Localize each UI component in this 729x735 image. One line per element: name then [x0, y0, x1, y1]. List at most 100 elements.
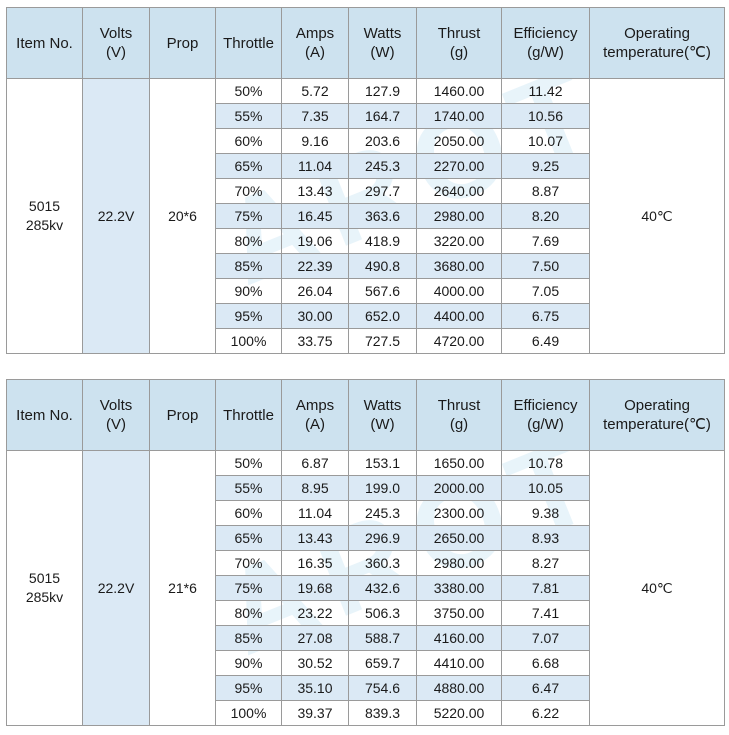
header-amps-label: Amps — [295, 25, 335, 42]
header-watts: Watts (W) — [348, 7, 417, 79]
amps-cell: 9.16 — [281, 128, 349, 154]
header-watts-unit: (W) — [370, 44, 395, 61]
table-row: 95% 30.00 652.0 4400.00 6.75 — [7, 303, 725, 329]
throttle-cell: 75% — [215, 575, 282, 601]
watts-cell: 727.5 — [348, 328, 417, 354]
eff-cell: 9.38 — [501, 500, 590, 526]
table-row: 55% 7.35 164.7 1740.00 10.56 — [7, 103, 725, 129]
volts-cell: 22.2V — [82, 78, 150, 354]
header-volts: Volts (V) — [82, 379, 150, 451]
amps-cell: 19.68 — [281, 575, 349, 601]
watts-cell: 199.0 — [348, 475, 417, 501]
eff-cell: 7.41 — [501, 600, 590, 626]
amps-cell: 16.35 — [281, 550, 349, 576]
throttle-cell: 85% — [215, 625, 282, 651]
header-temp-label: Operating — [624, 397, 690, 414]
header-temp-unit: temperature(℃) — [603, 416, 711, 433]
watts-cell: 245.3 — [348, 153, 417, 179]
item-kv: 285kv — [25, 217, 64, 233]
thrust-cell: 4160.00 — [416, 625, 502, 651]
amps-cell: 11.04 — [281, 500, 349, 526]
eff-cell: 8.87 — [501, 178, 590, 204]
header-volts-label: Volts — [99, 397, 133, 414]
eff-cell: 10.07 — [501, 128, 590, 154]
operating-temperature-cell: 40℃ — [589, 450, 725, 726]
table-row: 65% 13.43 296.9 2650.00 8.93 — [7, 525, 725, 551]
table-body: 5015 285kv 22.2V 21*6 50% 6.87 153.1 1650.00 10.… — [6, 450, 725, 726]
watts-cell: 754.6 — [348, 675, 417, 701]
throttle-cell: 65% — [215, 525, 282, 551]
header-watts-label: Watts — [363, 397, 402, 414]
thrust-cell: 4400.00 — [416, 303, 502, 329]
throttle-cell: 65% — [215, 153, 282, 179]
watts-cell: 153.1 — [348, 450, 417, 476]
table-header-row: Item No. Volts (V) Prop Throttle Amps (A) … — [6, 7, 725, 79]
thrust-cell: 1460.00 — [416, 78, 502, 104]
throttle-cell: 80% — [215, 228, 282, 254]
header-amps: Amps (A) — [281, 7, 349, 79]
watts-cell: 432.6 — [348, 575, 417, 601]
amps-cell: 22.39 — [281, 253, 349, 279]
throttle-cell: 60% — [215, 500, 282, 526]
header-thrust: Thrust (g) — [416, 7, 502, 79]
header-item-no: Item No. — [6, 7, 83, 79]
throttle-cell: 90% — [215, 650, 282, 676]
amps-cell: 23.22 — [281, 600, 349, 626]
header-operating-temperature: Operating temperature(℃) — [589, 379, 725, 451]
table-row: 5015 285kv 22.2V 20*6 50% 5.72 127.9 1460.00 11.… — [6, 78, 725, 354]
watts-cell: 164.7 — [348, 103, 417, 129]
eff-cell: 7.69 — [501, 228, 590, 254]
table-row: 100% 33.75 727.5 4720.00 6.49 — [7, 328, 725, 354]
header-throttle: Throttle — [215, 7, 282, 79]
thrust-cell: 2650.00 — [416, 525, 502, 551]
prop-cell: 20*6 — [149, 78, 216, 354]
table-row: 90% 30.52 659.7 4410.00 6.68 — [7, 650, 725, 676]
eff-cell: 10.78 — [501, 450, 590, 476]
amps-cell: 19.06 — [281, 228, 349, 254]
thrust-cell: 2980.00 — [416, 203, 502, 229]
eff-cell: 6.68 — [501, 650, 590, 676]
item-model: 5015 — [28, 570, 61, 586]
watts-cell: 652.0 — [348, 303, 417, 329]
eff-cell: 7.81 — [501, 575, 590, 601]
thrust-cell: 2050.00 — [416, 128, 502, 154]
amps-cell: 30.52 — [281, 650, 349, 676]
eff-cell: 10.05 — [501, 475, 590, 501]
table-row: 60% 11.04 245.3 2300.00 9.38 — [7, 500, 725, 526]
prop-cell: 21*6 — [149, 450, 216, 726]
table-row: 65% 11.04 245.3 2270.00 9.25 — [7, 153, 725, 179]
thrust-cell: 1740.00 — [416, 103, 502, 129]
watts-cell: 588.7 — [348, 625, 417, 651]
header-efficiency: Efficiency (g/W) — [501, 7, 590, 79]
amps-cell: 30.00 — [281, 303, 349, 329]
watts-cell: 418.9 — [348, 228, 417, 254]
header-prop: Prop — [149, 7, 216, 79]
thrust-cell: 4410.00 — [416, 650, 502, 676]
thrust-cell: 4880.00 — [416, 675, 502, 701]
eff-cell: 8.20 — [501, 203, 590, 229]
header-efficiency-label: Efficiency — [513, 397, 578, 414]
item-model: 5015 — [28, 198, 61, 214]
watts-cell: 360.3 — [348, 550, 417, 576]
throttle-cell: 75% — [215, 203, 282, 229]
header-temp-label: Operating — [624, 25, 690, 42]
thrust-cell: 2270.00 — [416, 153, 502, 179]
thrust-cell: 3750.00 — [416, 600, 502, 626]
watts-cell: 363.6 — [348, 203, 417, 229]
header-volts-label: Volts — [99, 25, 133, 42]
eff-cell: 7.05 — [501, 278, 590, 304]
header-item-no: Item No. — [6, 379, 83, 451]
eff-cell: 6.47 — [501, 675, 590, 701]
amps-cell: 13.43 — [281, 178, 349, 204]
table-row: 55% 8.95 199.0 2000.00 10.05 — [7, 475, 725, 501]
amps-cell: 16.45 — [281, 203, 349, 229]
header-prop: Prop — [149, 379, 216, 451]
item-kv: 285kv — [25, 589, 64, 605]
header-thrust-unit: (g) — [449, 416, 469, 433]
table-row: 5015 285kv 22.2V 21*6 50% 6.87 153.1 1650.00 10.… — [6, 450, 725, 726]
motor-test-table-1: Item No. Volts (V) Prop Throttle Amps (A) … — [6, 7, 725, 354]
throttle-cell: 70% — [215, 178, 282, 204]
operating-temperature-cell: 40℃ — [589, 78, 725, 354]
thrust-cell: 2000.00 — [416, 475, 502, 501]
eff-cell: 8.93 — [501, 525, 590, 551]
